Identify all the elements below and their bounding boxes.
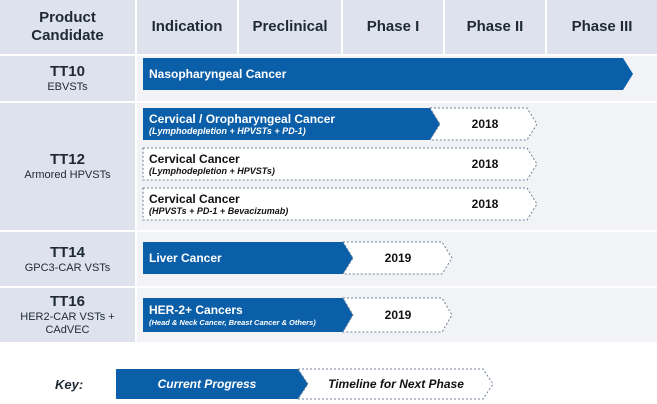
progress-arrow-cervical-oropharyngeal <box>143 108 440 140</box>
program-cervical-bevacizumab: Cervical Cancer (HPVSTs + PD-1 + Bevaciz… <box>143 188 433 220</box>
row-label-tt14: TT14 GPC3-CAR VSTs <box>0 232 135 286</box>
row-code: TT10 <box>49 63 85 80</box>
program-subtitle: (Lymphodepletion + HPVSTs) <box>149 165 275 176</box>
row-subtitle: EBVSTs <box>47 81 88 93</box>
header-product-candidate: Product Candidate <box>0 0 135 54</box>
row-label-tt12: TT12 Armored HPVSTs <box>0 103 135 230</box>
program-title: HER-2+ Cancers <box>149 302 243 317</box>
program-year: 2018 <box>471 157 499 171</box>
key-label: Key: <box>55 377 84 392</box>
header-indication: Indication <box>137 0 237 54</box>
program-year: 2019 <box>384 251 412 265</box>
program-subtitle: (Lymphodepletion + HPVSTs + PD-1) <box>149 125 306 136</box>
program-cervical-lymphodepletion: Cervical Cancer (Lymphodepletion + HPVST… <box>143 148 433 180</box>
program-year: 2019 <box>384 308 412 322</box>
row-code: TT14 <box>49 243 85 261</box>
program-her2: HER-2+ Cancers (Head & Neck Cancer, Brea… <box>143 298 343 332</box>
header-phase3: Phase III <box>547 0 657 54</box>
next-phase-arrow-cervical-oropharyngeal <box>429 107 538 141</box>
row-subtitle: GPC3-CAR VSTs <box>24 261 111 274</box>
key-current-progress: Current Progress <box>157 377 257 391</box>
row-label-tt16: TT16 HER2-CAR VSTs + CAdVEC <box>0 288 135 342</box>
header-product-candidate-label: Product Candidate <box>31 9 104 44</box>
progress-arrow-nasopharyngeal <box>143 58 633 90</box>
next-phase-arrow-cervical-lymphodepletion <box>142 147 538 181</box>
row-code: TT12 <box>49 151 85 168</box>
next-phase-arrow-cervical-bevacizumab <box>142 187 538 221</box>
program-cervical-oropharyngeal: Cervical / Oropharyngeal Cancer (Lymphod… <box>143 108 430 140</box>
row-subtitle: Armored HPVSTs <box>24 169 111 181</box>
row-code: TT16 <box>49 293 85 310</box>
header-preclinical: Preclinical <box>239 0 341 54</box>
key-current-progress-arrow <box>116 369 308 399</box>
program-nasopharyngeal: Nasopharyngeal Cancer <box>143 58 623 90</box>
program-title: Cervical Cancer <box>149 151 240 166</box>
next-phase-arrow-her2 <box>342 297 453 333</box>
progress-arrow-her2 <box>143 298 353 332</box>
program-title: Nasopharyngeal Cancer <box>149 67 287 81</box>
header-preclinical-label: Preclinical <box>252 18 328 35</box>
program-title: Liver Cancer <box>149 251 222 265</box>
program-year: 2018 <box>471 197 499 211</box>
progress-arrow-liver <box>143 242 353 274</box>
header-phase1-label: Phase I <box>366 18 420 35</box>
header-indication-label: Indication <box>151 18 223 35</box>
row-subtitle: HER2-CAR VSTs + CAdVEC <box>20 311 115 336</box>
program-title: Cervical / Oropharyngeal Cancer <box>149 111 336 126</box>
header-phase3-label: Phase III <box>571 18 633 35</box>
header-phase2-label: Phase II <box>466 18 524 35</box>
program-subtitle: (Head & Neck Cancer, Breast Cancer & Oth… <box>149 317 316 327</box>
program-title: Cervical Cancer <box>149 191 240 206</box>
header-phase2: Phase II <box>445 0 545 54</box>
key-next-phase-arrow <box>297 368 494 400</box>
program-year: 2018 <box>471 117 499 131</box>
row-label-tt10: TT10 EBVSTs <box>0 56 135 101</box>
header-phase1: Phase I <box>343 0 443 54</box>
program-subtitle: (HPVSTs + PD-1 + Bevacizumab) <box>149 205 289 216</box>
next-phase-arrow-liver <box>342 241 453 275</box>
key-next-phase: Timeline for Next Phase <box>328 377 464 391</box>
program-liver: Liver Cancer <box>143 242 343 274</box>
